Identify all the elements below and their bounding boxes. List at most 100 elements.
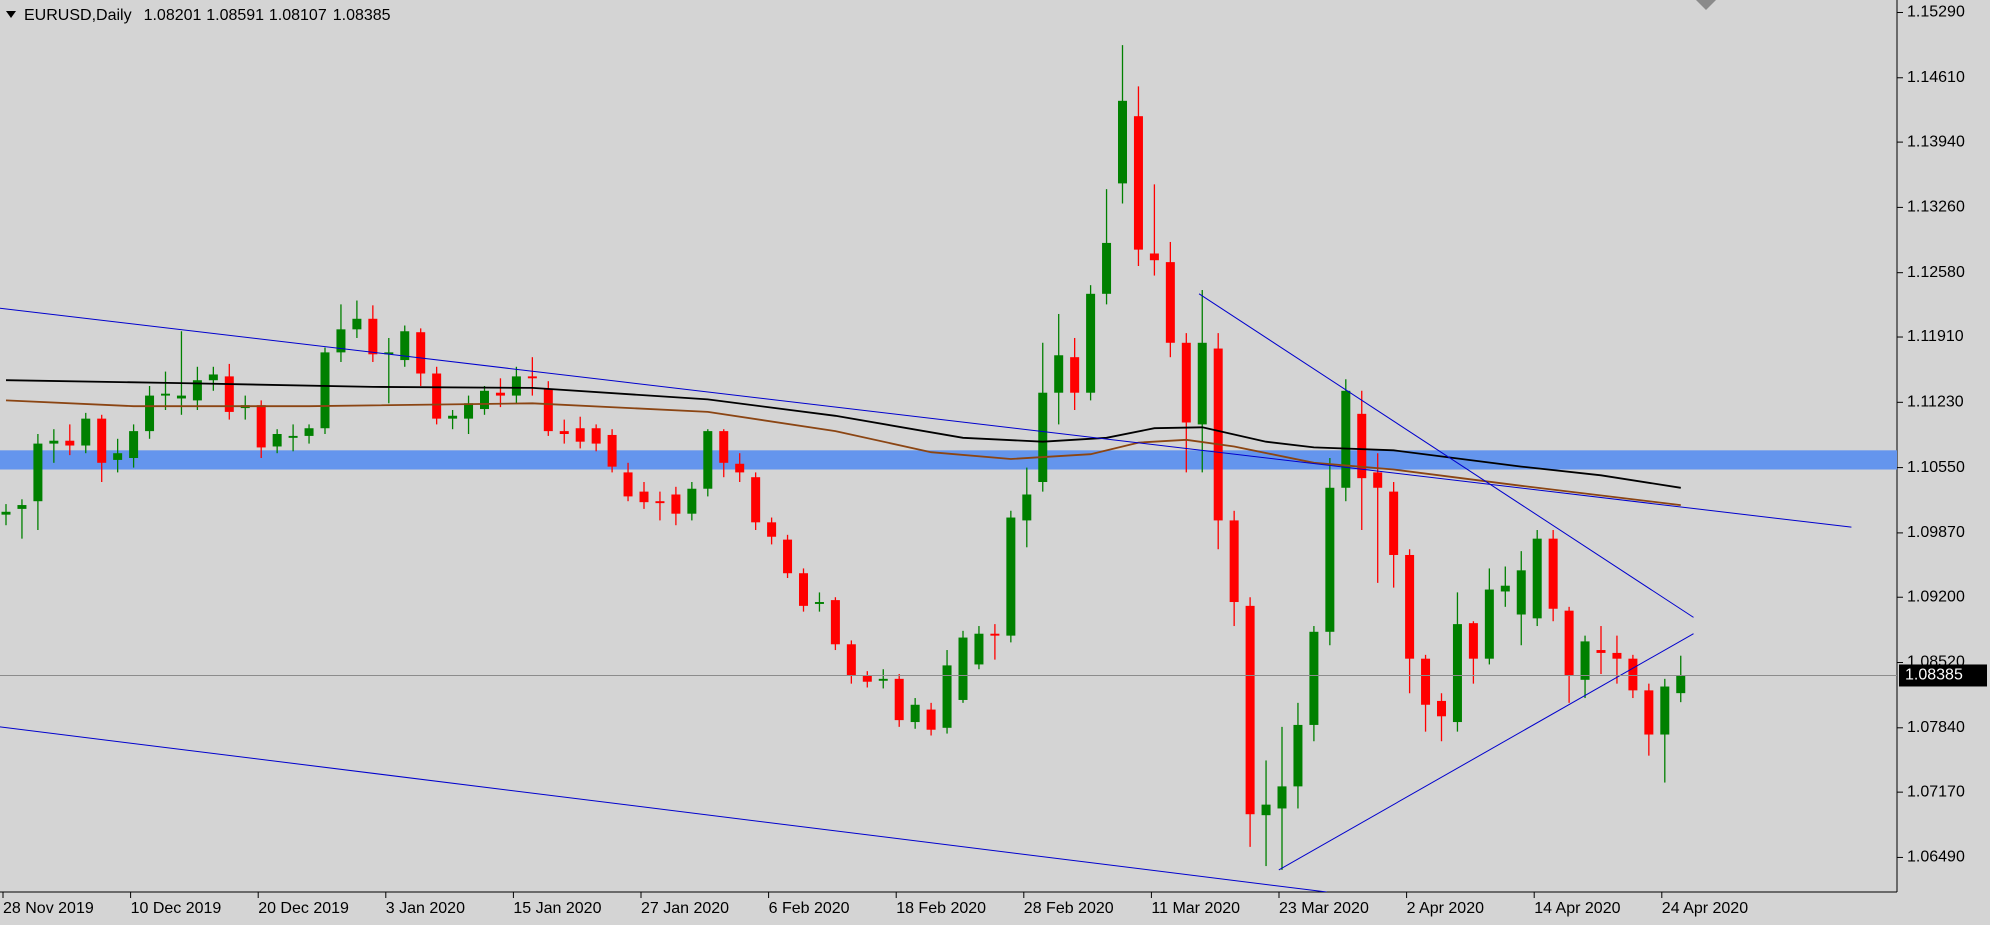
- candle-body: [33, 443, 43, 502]
- candle-body: [990, 633, 1000, 636]
- candle-body: [591, 428, 601, 444]
- candle-body: [368, 318, 378, 355]
- trendline: [1198, 293, 1694, 618]
- candle-body: [1133, 116, 1143, 250]
- candle-body: [145, 395, 155, 432]
- candle-body: [910, 704, 920, 723]
- y-tick-label: 1.12580: [1907, 264, 1965, 281]
- x-tick-label: 20 Dec 2019: [258, 900, 349, 917]
- candle-body: [1181, 342, 1191, 423]
- chart-header: EURUSD,Daily 1.08201 1.08591 1.08107 1.08385: [24, 7, 391, 24]
- price-label: 1.08385: [1905, 667, 1963, 684]
- y-tick-label: 1.07840: [1907, 719, 1965, 736]
- x-tick-label: 24 Apr 2020: [1662, 900, 1748, 917]
- x-tick-label: 10 Dec 2019: [131, 900, 222, 917]
- trendline: [0, 726, 1327, 892]
- candle-body: [208, 374, 218, 381]
- candle-body: [942, 665, 952, 728]
- candle-body: [926, 709, 936, 730]
- x-tick-label: 3 Jan 2020: [386, 900, 465, 917]
- candle-body: [1484, 589, 1494, 659]
- candle-body: [320, 352, 330, 429]
- candle-body: [1660, 686, 1670, 735]
- candle-body: [1165, 262, 1175, 343]
- candle-body: [336, 329, 346, 353]
- candle-body: [719, 431, 729, 463]
- candle-body: [272, 433, 282, 447]
- x-tick-label: 6 Feb 2020: [769, 900, 850, 917]
- candle-body: [352, 318, 362, 330]
- axes: 1.15290 1.14610 1.13940 1.13260 1.12580 1.119…: [2, 4, 1987, 917]
- x-tick-label: 23 Mar 2020: [1279, 900, 1369, 917]
- support-zone: [0, 450, 1897, 470]
- candle-body: [783, 539, 793, 574]
- x-tick-label: 27 Jan 2020: [641, 900, 729, 917]
- candle-body: [1197, 342, 1207, 425]
- candle-body: [129, 431, 139, 459]
- candle-body: [575, 428, 585, 442]
- low-value: 1.08107: [269, 7, 327, 24]
- candle-body: [1532, 538, 1542, 619]
- trendline: [1278, 633, 1694, 871]
- candle-body: [1261, 804, 1271, 816]
- candle-body: [639, 491, 649, 503]
- candle-body: [432, 373, 442, 419]
- candle-body: [862, 675, 872, 682]
- x-tick-label: 11 Mar 2020: [1151, 900, 1240, 917]
- candle-body: [767, 522, 777, 537]
- candle-body: [1022, 494, 1032, 521]
- candle-body: [480, 390, 489, 410]
- candle-body: [1357, 413, 1367, 479]
- candle-body: [1452, 624, 1462, 723]
- y-tick-label: 1.11230: [1907, 394, 1964, 411]
- candle-body: [65, 440, 75, 446]
- candle-body: [1102, 242, 1112, 294]
- y-tick-label: 1.14610: [1907, 69, 1965, 86]
- candle-body: [830, 600, 840, 645]
- candle-body: [256, 405, 266, 448]
- x-tick-label: 28 Nov 2019: [3, 900, 94, 917]
- candle-body: [543, 388, 553, 432]
- candle-body: [1118, 100, 1127, 184]
- candle-body: [1293, 724, 1303, 787]
- x-tick-label: 18 Feb 2020: [896, 900, 986, 917]
- menu-triangle[interactable]: [6, 11, 16, 18]
- candle-body: [1, 511, 11, 515]
- y-tick-label: 1.09200: [1907, 588, 1965, 605]
- candle-body: [192, 380, 202, 401]
- candle-body: [1421, 658, 1431, 705]
- candle-body: [495, 392, 505, 396]
- open-value: 1.08201: [144, 7, 202, 24]
- y-tick-label: 1.09870: [1907, 524, 1965, 541]
- candle-body: [974, 633, 984, 665]
- candle-body: [671, 494, 681, 514]
- candle-body: [1468, 623, 1478, 659]
- candle-body: [1229, 520, 1239, 603]
- plot-area: [0, 45, 1897, 892]
- moving-average: [5, 379, 1681, 489]
- candle-body: [97, 418, 107, 463]
- candle-body: [1006, 517, 1016, 636]
- price-label-box: [1899, 664, 1987, 687]
- candle-body: [1389, 491, 1399, 555]
- candle-body: [464, 403, 474, 419]
- candle-body: [958, 637, 968, 700]
- candle-body: [1086, 293, 1096, 393]
- candle-body: [1038, 392, 1048, 483]
- close-value: 1.08385: [333, 7, 391, 24]
- candle-body: [655, 501, 665, 504]
- candle-body: [1580, 641, 1590, 680]
- candle-body: [1405, 554, 1415, 659]
- candle-body: [1644, 690, 1654, 735]
- candle-body: [17, 505, 27, 509]
- y-tick-label: 1.10550: [1907, 459, 1965, 476]
- candle-body: [400, 331, 410, 361]
- x-tick-label: 2 Apr 2020: [1407, 900, 1485, 917]
- high-value: 1.08591: [206, 7, 264, 24]
- candle-body: [1054, 355, 1064, 393]
- candle-body: [703, 431, 713, 489]
- candle-body: [1325, 487, 1335, 632]
- candle-body: [176, 395, 186, 399]
- candle-body: [49, 440, 59, 444]
